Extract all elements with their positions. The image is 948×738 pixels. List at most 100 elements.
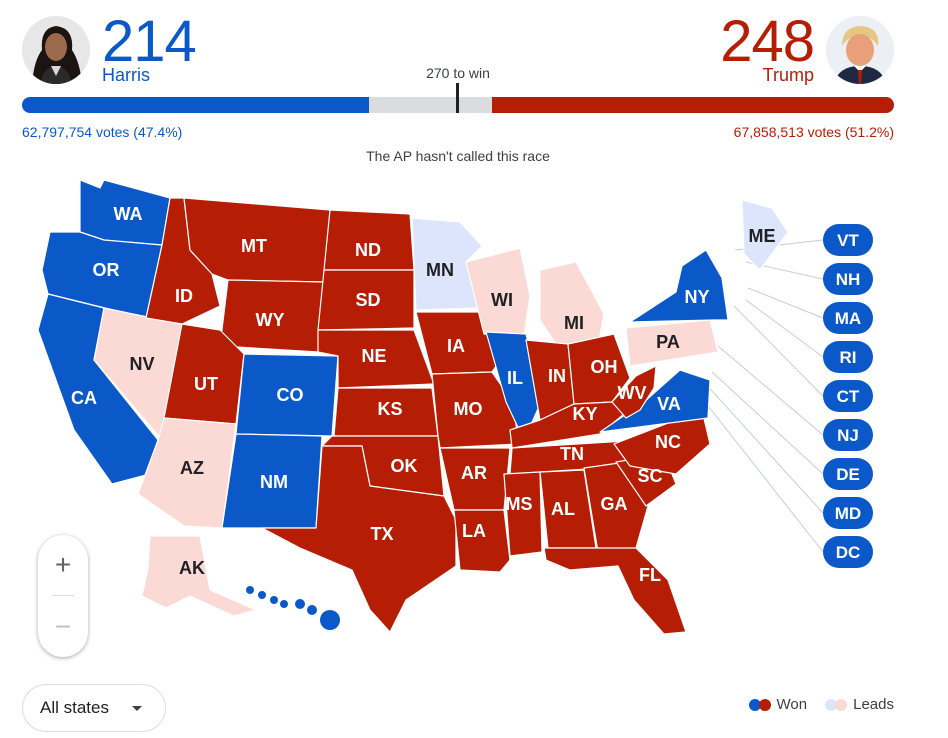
callout-line-nj (717, 345, 824, 436)
callout-pill-ct[interactable] (823, 380, 873, 412)
state-shapes (37, 179, 789, 635)
state-label-pa: PA (656, 332, 680, 352)
state-label-ga: GA (601, 494, 628, 514)
zoom-out-button[interactable]: − (54, 611, 72, 642)
state-label-hi: HI (283, 608, 301, 628)
candidate-harris: 214 Harris (22, 9, 197, 84)
state-label-or: OR (93, 260, 120, 280)
election-map: WA OR CA NV ID MT WY UT AZ CO NM ND SD NE KS OK TX MN IA MO… (37, 179, 873, 635)
state-shape-az[interactable] (137, 417, 237, 529)
state-shape-la[interactable] (453, 509, 511, 573)
state-label-wa: WA (114, 204, 143, 224)
state-shape-wv[interactable] (611, 365, 657, 419)
state-label-wv: WV (618, 383, 647, 403)
callout-pill-vt[interactable] (823, 224, 873, 256)
state-label-nv: NV (129, 354, 154, 374)
state-label-oh: OH (591, 357, 618, 377)
callout-pill-dc[interactable] (823, 536, 873, 568)
zoom-control: + − (38, 535, 88, 657)
callout-pill-md[interactable] (823, 497, 873, 529)
candidate-trump: 248 Trump (720, 9, 894, 85)
trump-name: Trump (762, 65, 814, 85)
callout-line-dc (693, 387, 824, 553)
trump-popular-votes: 67,858,513 votes (51.2%) (733, 124, 894, 140)
callout-label-de: DE (836, 465, 860, 484)
state-label-al: AL (551, 499, 575, 519)
state-label-mo: MO (454, 399, 483, 419)
state-label-ks: KS (377, 399, 402, 419)
dem-bar-fill (22, 97, 369, 113)
callout-pill-nh[interactable] (823, 263, 873, 295)
rep-won-dot (758, 698, 771, 711)
state-label-la: LA (462, 521, 486, 541)
callout-label-ri: RI (840, 348, 857, 367)
callout-pill-nj[interactable] (823, 419, 873, 451)
state-label-ky: KY (572, 404, 597, 424)
state-shape-hi-5[interactable] (307, 605, 317, 615)
state-label-sc: SC (637, 466, 662, 486)
state-labels: WA OR CA NV ID MT WY UT AZ CO NM ND SD NE KS OK TX MN IA MO… (71, 204, 776, 628)
state-shape-sd[interactable] (317, 269, 415, 331)
callout-line-ri (745, 299, 824, 358)
state-filter-value: All states (40, 698, 109, 717)
callout-label-ct: CT (837, 387, 860, 406)
state-label-tn: TN (560, 444, 584, 464)
harris-avatar (22, 16, 90, 84)
callout-leader-lines (693, 239, 824, 553)
legend-leads-label: Leads (853, 696, 894, 713)
state-label-az: AZ (180, 458, 204, 478)
state-label-me: ME (749, 226, 776, 246)
zoom-divider (52, 595, 74, 596)
state-label-ut: UT (194, 374, 218, 394)
state-shape-fl[interactable] (543, 547, 687, 635)
state-label-tx: TX (370, 524, 393, 544)
state-filter-dropdown[interactable]: All states (22, 684, 166, 732)
state-label-ar: AR (461, 463, 487, 483)
dem-won-dot (748, 698, 761, 711)
callout-line-de (711, 371, 824, 475)
callout-pill-ri[interactable] (823, 341, 873, 373)
state-label-ok: OK (391, 456, 418, 476)
legend-won-label: Won (776, 696, 808, 713)
state-label-mn: MN (426, 260, 454, 280)
state-shape-hi-4[interactable] (295, 599, 305, 609)
state-shape-ny[interactable] (629, 249, 729, 323)
state-shape-mi[interactable] (539, 261, 605, 351)
state-shape-hi-2[interactable] (270, 596, 278, 604)
state-label-ms: MS (506, 494, 533, 514)
win-threshold-label: 270 to win (426, 65, 490, 81)
state-shape-il[interactable] (485, 331, 543, 441)
state-shape-tx[interactable] (261, 445, 457, 633)
callout-label-nj: NJ (837, 426, 859, 445)
dem-leads-dot (825, 698, 838, 711)
state-label-ca: CA (71, 388, 97, 408)
dropdown-caret-icon (132, 706, 142, 711)
state-label-fl: FL (639, 565, 661, 585)
state-shape-hi-3[interactable] (280, 600, 288, 608)
callout-pill-de[interactable] (823, 458, 873, 490)
rep-bar-fill (492, 97, 894, 113)
callout-line-ma (747, 287, 824, 319)
state-label-mt: MT (241, 236, 267, 256)
state-shape-hi-0[interactable] (246, 586, 254, 594)
state-shape-wi[interactable] (465, 247, 531, 337)
state-label-ne: NE (361, 346, 386, 366)
trump-electoral-votes: 248 (720, 9, 815, 74)
state-shape-hi-6[interactable] (320, 610, 340, 630)
callout-pill-ma[interactable] (823, 302, 873, 334)
race-status-text: The AP hasn't called this race (366, 148, 550, 164)
leads-swatch (825, 698, 848, 711)
state-label-id: ID (175, 286, 193, 306)
state-shape-pa[interactable] (625, 319, 719, 367)
state-shape-hi-1[interactable] (258, 591, 266, 599)
state-shape-oh[interactable] (567, 333, 631, 405)
callout-label-md: MD (835, 504, 861, 523)
state-label-wy: WY (256, 310, 285, 330)
map-legend: Won Leads (748, 696, 894, 713)
callout-line-ct (733, 305, 824, 397)
zoom-in-button[interactable]: + (54, 549, 72, 580)
state-shape-me[interactable] (741, 199, 789, 271)
state-shape-ms[interactable] (503, 471, 543, 557)
state-shape-ak[interactable] (141, 535, 257, 617)
harris-electoral-votes: 214 (102, 9, 197, 74)
